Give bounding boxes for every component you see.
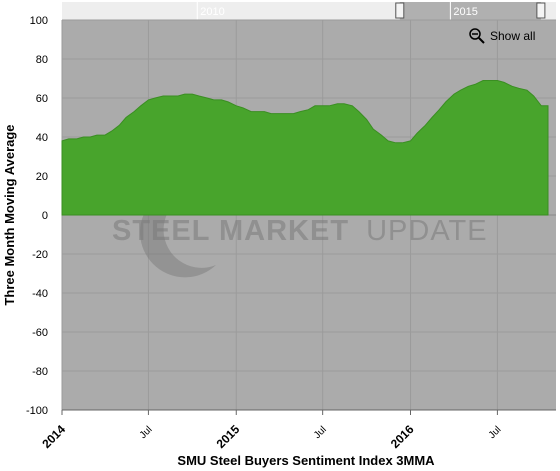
y-tick-label: 100 [30,15,48,27]
y-tick-label: -100 [26,405,48,417]
y-tick-label: -20 [32,249,48,261]
y-tick-label: 40 [36,132,48,144]
x-tick-label: Jul [487,424,504,441]
show-all-label[interactable]: Show all [490,29,535,43]
y-axis: 100 80 60 40 20 0 -20 -40 -60 -80 -100 [26,15,48,417]
navigator-label: 2015 [453,6,477,18]
x-axis: 2014 Jul 2015 Jul 2016 Jul [39,409,556,451]
navigator-label: 2010 [200,6,224,18]
watermark-text-light: UPDATE [366,215,487,247]
navigator-handle-left[interactable] [395,2,405,19]
y-tick-label: -60 [32,327,48,339]
navigator-selection[interactable] [399,2,541,20]
range-navigator[interactable]: 2010 2015 [62,2,556,20]
y-tick-label: 60 [36,93,48,105]
x-tick-label: Jul [312,424,329,441]
y-tick-label: -80 [32,366,48,378]
show-all-button[interactable]: Show all [469,28,535,44]
y-tick-label: 0 [42,210,48,222]
x-tick-label: Jul [138,424,155,441]
y-tick-label: 80 [36,54,48,66]
x-tick-label: 2016 [388,422,417,451]
zoom-out-icon [469,28,485,44]
sentiment-area-series[interactable] [61,80,549,216]
x-axis-title: SMU Steel Buyers Sentiment Index 3MMA [177,453,435,468]
x-tick-label: 2014 [39,422,68,451]
y-tick-label: -40 [32,288,48,300]
navigator-handle-right[interactable] [536,2,546,19]
x-tick-label: 2015 [214,422,243,451]
watermark-text-bold: STEEL MARKET UPDATE [112,215,488,247]
y-axis-title: Three Month Moving Average [2,124,17,305]
y-tick-label: 20 [36,171,48,183]
